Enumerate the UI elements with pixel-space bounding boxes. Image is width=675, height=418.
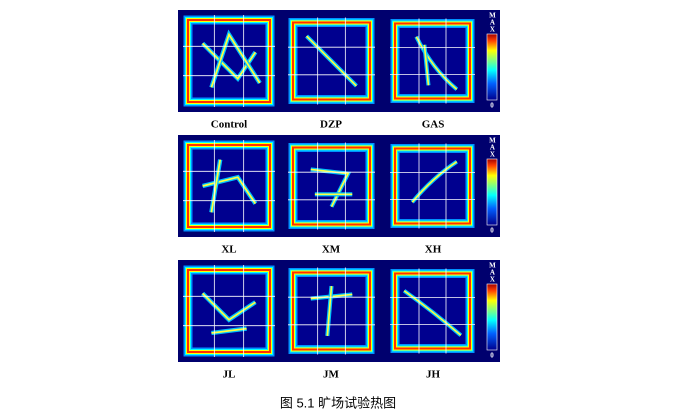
heatmap [288, 17, 375, 105]
trail [402, 289, 463, 337]
heatmap [390, 18, 475, 104]
arena [185, 267, 273, 355]
panel-label: XH [425, 244, 442, 256]
trail-inner [423, 44, 430, 86]
colorbar-min: 0 [490, 102, 494, 110]
trail-inner [306, 35, 357, 87]
panel-label: JH [426, 369, 441, 381]
trail [209, 159, 223, 213]
arena-edge [394, 272, 471, 350]
colorbar-min: 0 [490, 227, 494, 235]
arena [290, 144, 373, 228]
arena [185, 142, 273, 230]
arena-edge [292, 271, 371, 351]
trail-inner [210, 32, 261, 88]
arena-edge [187, 19, 271, 103]
trail-inner [326, 286, 333, 336]
panel-label: DZP [320, 119, 342, 131]
colorbar-max: MAX [488, 137, 496, 158]
trail-inner [403, 290, 462, 336]
heatmap [288, 267, 375, 355]
heatmap [183, 140, 275, 232]
arena-edge [292, 146, 371, 226]
heatmap [390, 143, 475, 229]
trail-inner [411, 161, 458, 203]
arena-edge [394, 22, 471, 100]
colorbar [486, 283, 498, 351]
trail [305, 34, 358, 88]
colorbar [486, 33, 498, 101]
colorbar-max: MAX [488, 262, 496, 283]
panel-label: GAS [422, 119, 445, 131]
heatmap [288, 142, 375, 230]
panel-label: XL [221, 244, 236, 256]
colorbar [486, 158, 498, 226]
arena [392, 145, 473, 227]
arena-edge [394, 147, 471, 225]
trail [422, 44, 431, 86]
trail-inner [210, 159, 222, 213]
trail-inner [211, 327, 247, 334]
panel-label: Control [211, 119, 247, 131]
heatmap [183, 265, 275, 357]
arena [185, 17, 273, 105]
trail [201, 291, 257, 323]
trail [211, 326, 247, 336]
trail [325, 285, 334, 337]
caption: 图 5.1 旷场试验热图 [280, 395, 396, 410]
trail-inner [201, 292, 256, 321]
trail [209, 29, 262, 89]
panel-label: JL [223, 369, 236, 381]
heatmap [390, 268, 475, 354]
panel-label: XM [322, 244, 341, 256]
arena-edge [292, 21, 371, 101]
colorbar-min: 0 [490, 352, 494, 360]
arena-edge [187, 144, 271, 228]
colorbar-max: MAX [488, 12, 496, 33]
trail [410, 160, 458, 204]
arena-edge [187, 269, 271, 353]
panel-label: JM [323, 369, 340, 381]
heatmap [183, 15, 275, 107]
